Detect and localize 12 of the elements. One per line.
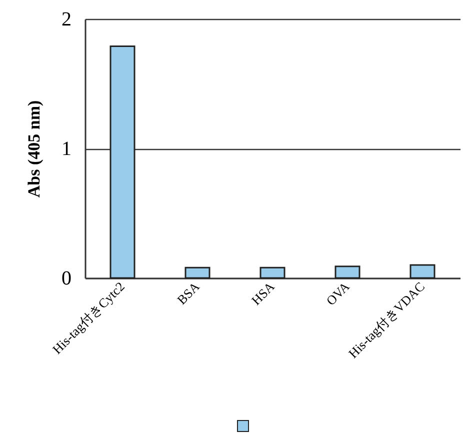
bar bbox=[260, 266, 286, 279]
x-tick-label: HSA bbox=[248, 278, 278, 308]
bar bbox=[410, 264, 436, 279]
x-tick-label: BSA bbox=[174, 278, 203, 308]
y-tick-label: 0 bbox=[62, 268, 72, 290]
y-tick-label: 2 bbox=[62, 8, 72, 30]
bar bbox=[334, 266, 360, 279]
x-tick-label: OVA bbox=[323, 278, 353, 308]
bar bbox=[110, 45, 136, 279]
y-tick-label: 1 bbox=[62, 138, 72, 160]
y-axis-title: Abs (405 nm) bbox=[24, 100, 44, 198]
bar bbox=[184, 266, 210, 279]
